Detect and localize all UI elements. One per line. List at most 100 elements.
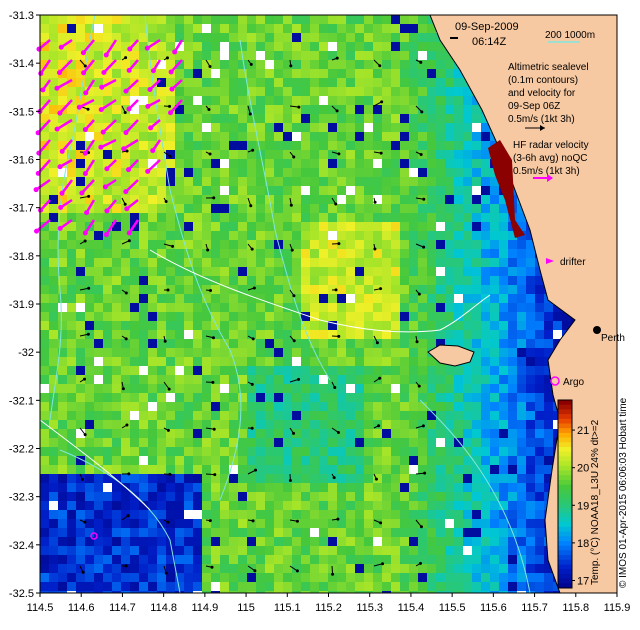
sst-cell [166, 348, 175, 357]
sst-cell [166, 339, 175, 348]
sst-cell [193, 573, 202, 582]
sst-cell [472, 519, 481, 528]
sst-cell [175, 42, 184, 51]
sst-cell [355, 564, 364, 573]
sst-cell [472, 366, 481, 375]
sst-cell [157, 51, 166, 60]
sst-cell [382, 339, 391, 348]
sst-cell [481, 177, 490, 186]
radar-arrowhead [126, 230, 132, 236]
sst-cell [346, 150, 355, 159]
sst-cell [445, 501, 454, 510]
sst-cell [310, 357, 319, 366]
sst-cell [121, 33, 130, 42]
colorbar-segment [558, 428, 572, 434]
sst-cell [229, 465, 238, 474]
sst-cell [445, 591, 454, 593]
sst-cell [157, 339, 166, 348]
sst-cell [445, 537, 454, 546]
sst-cell [103, 285, 112, 294]
sst-cell [85, 492, 94, 501]
sst-cell [202, 159, 211, 168]
sst-cell [364, 60, 373, 69]
sst-cell [364, 591, 373, 593]
sst-cell [148, 285, 157, 294]
sst-cell [175, 537, 184, 546]
sst-cell [427, 60, 436, 69]
sst-cell [76, 231, 85, 240]
sst-cell [391, 384, 400, 393]
sst-cell [130, 330, 139, 339]
sst-cell [49, 159, 58, 168]
sst-cell [490, 546, 499, 555]
sst-cell [202, 150, 211, 159]
sst-cell [364, 528, 373, 537]
sst-cell [103, 501, 112, 510]
sst-cell [202, 501, 211, 510]
sst-cell [67, 402, 76, 411]
sst-cell [139, 177, 148, 186]
sst-cell [382, 159, 391, 168]
sst-cell [301, 213, 310, 222]
radar-arrow [170, 59, 183, 73]
sst-cell [139, 456, 148, 465]
sst-cell [202, 51, 211, 60]
sst-cell [544, 420, 553, 429]
sst-cell [499, 222, 508, 231]
sst-cell [499, 537, 508, 546]
sst-cell [301, 393, 310, 402]
sst-cell [265, 132, 274, 141]
sst-cell [220, 51, 229, 60]
sst-cell [508, 348, 517, 357]
sst-cell [526, 330, 535, 339]
sst-cell [274, 258, 283, 267]
sst-cell [256, 123, 265, 132]
sst-cell [103, 303, 112, 312]
sst-cell [139, 339, 148, 348]
sst-cell [76, 411, 85, 420]
sst-cell [481, 384, 490, 393]
sst-cell [472, 150, 481, 159]
sst-cell [265, 420, 274, 429]
sst-cell [220, 87, 229, 96]
sst-cell [373, 204, 382, 213]
sst-cell [139, 492, 148, 501]
sst-cell [544, 393, 553, 402]
sst-cell [499, 303, 508, 312]
sst-cell [526, 339, 535, 348]
sst-cell [517, 312, 526, 321]
sst-cell [436, 204, 445, 213]
sst-cell [193, 231, 202, 240]
sst-cell [49, 168, 58, 177]
sst-cell [454, 96, 463, 105]
sst-cell [202, 483, 211, 492]
sst-cell [481, 132, 490, 141]
colorbar-segment [558, 404, 572, 410]
sst-cell [292, 258, 301, 267]
sst-cell [103, 546, 112, 555]
sst-cell [418, 357, 427, 366]
sst-cell [130, 24, 139, 33]
sst-cell [517, 213, 526, 222]
sst-cell [112, 159, 121, 168]
sst-cell [382, 78, 391, 87]
sst-cell [247, 294, 256, 303]
sst-cell [247, 321, 256, 330]
sst-cell [139, 159, 148, 168]
sst-cell [58, 69, 67, 78]
sst-cell [409, 339, 418, 348]
sst-cell [472, 258, 481, 267]
sst-cell [148, 528, 157, 537]
sst-cell [454, 447, 463, 456]
sst-cell [85, 240, 94, 249]
radar-arrowhead [145, 103, 151, 109]
sst-cell [409, 366, 418, 375]
sst-cell [229, 258, 238, 267]
sst-cell [265, 339, 274, 348]
sst-cell [526, 384, 535, 393]
sst-cell [517, 501, 526, 510]
sst-cell [463, 438, 472, 447]
sst-cell [229, 87, 238, 96]
sst-cell [238, 141, 247, 150]
sst-cell [184, 501, 193, 510]
